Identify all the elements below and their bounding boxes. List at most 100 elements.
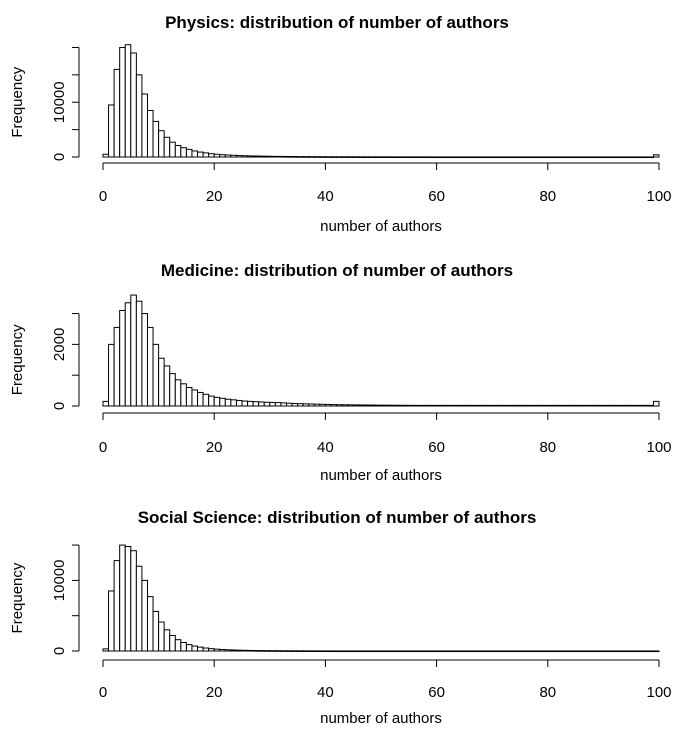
histogram-bar [269,650,276,652]
histogram-bar [424,650,432,653]
histogram-bar [213,153,221,158]
histogram-bar [119,309,126,407]
histogram-bar [413,156,421,159]
histogram-bar [113,560,121,652]
histogram-bar [174,145,182,158]
x-tick-label: 60 [428,684,445,701]
histogram-bar [602,156,610,159]
y-tick-label: 0 [51,402,68,410]
histogram-bar [302,156,310,158]
histogram-bar [347,156,354,158]
histogram-bar [124,302,132,407]
y-tick-label: 10000 [51,560,68,602]
histogram-bar [580,650,588,653]
histogram-bar [108,590,115,652]
histogram-bar [614,156,621,159]
histogram-bar [563,650,571,653]
histogram-bar [552,404,560,407]
histogram-bar [569,404,577,407]
histogram-bar [124,545,132,652]
histogram-bar [208,648,215,652]
histogram-bar [641,404,649,407]
histogram-bar [569,156,577,159]
histogram-bar [541,156,549,159]
histogram-bar [258,155,265,158]
y-axis-label: Frequency [9,324,26,395]
histogram-bar [235,155,243,158]
histogram-bar [230,649,237,652]
histogram-bar [586,156,593,159]
histogram-bar [608,156,616,159]
histogram-bar [219,649,226,652]
histogram-bar [358,650,365,653]
histogram-bar [525,650,532,653]
histogram-bar [108,104,115,158]
y-axis-label: Frequency [9,562,26,633]
histogram-bar [452,404,460,407]
histogram-bar [463,650,471,653]
histogram-bar [508,156,515,159]
histogram-bar [163,365,171,407]
histogram-bar [508,650,515,653]
histogram-bar [352,156,360,158]
histogram-bar [497,156,504,159]
histogram-bar [219,154,226,158]
histogram-bar [174,379,182,407]
histogram-bar [324,650,332,653]
x-tick-label: 100 [646,188,671,205]
histogram-bar [330,650,338,653]
histogram-bar [152,120,160,158]
chart-title: Physics: distribution of number of autho… [165,13,509,32]
x-tick-label: 100 [646,439,671,456]
histogram-bar [636,404,643,407]
histogram-bar [163,629,171,652]
histogram-bar [536,156,543,159]
histogram-bar [602,650,610,653]
histogram-bar [497,404,504,407]
histogram-bar [408,404,415,407]
x-tick-label: 0 [99,684,107,701]
histogram-bar [108,343,115,407]
histogram-bar [324,403,332,407]
histogram-bar [158,621,165,652]
histogram-bar [436,404,443,407]
histogram-bar [319,650,326,653]
histogram-bar [252,401,260,407]
histogram-bar [258,650,265,652]
histogram-bar [547,156,554,159]
histogram-bar [441,404,449,407]
histogram-bar [263,650,271,652]
histogram-bar [430,650,438,653]
histogram-bar [608,404,616,407]
histogram-bar [652,154,660,158]
histogram-bar [135,300,143,407]
histogram-bar [625,404,632,407]
histogram-bar [480,404,488,407]
histogram-bar [619,650,627,653]
histogram-bar [486,156,493,159]
histogram-bar [313,650,321,653]
x-tick-label: 40 [317,439,334,456]
histogram-bar [130,294,137,407]
histogram-bar [602,404,610,407]
histogram-bar [336,156,343,158]
histogram-bar [513,650,521,653]
x-tick-label: 80 [539,439,556,456]
histogram-bar [380,650,388,653]
histogram-bar [297,650,304,652]
histogram-bar [330,156,338,158]
histogram-bar [625,650,632,653]
histogram-bar [575,650,582,653]
histogram-bar [202,647,210,652]
histogram-bar [302,403,310,407]
histogram-bar [285,650,293,652]
histogram-bar [619,404,627,407]
x-axis-label: number of authors [320,218,442,235]
x-tick-label: 20 [206,684,223,701]
histogram-bar [575,156,582,159]
histogram-bar [269,401,276,407]
histogram-bar [258,401,265,407]
histogram-bar [486,404,493,407]
